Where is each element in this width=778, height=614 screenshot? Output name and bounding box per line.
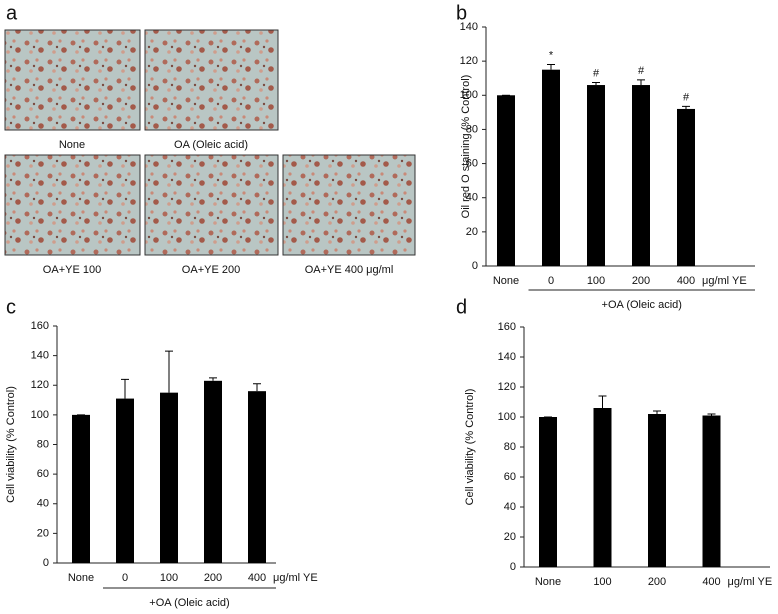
y-tick-label: 80 xyxy=(504,441,516,453)
bar xyxy=(648,414,666,567)
y-tick-label: 40 xyxy=(466,192,478,204)
error-bar xyxy=(598,395,607,408)
bar xyxy=(587,85,605,267)
y-tick-label: 40 xyxy=(37,498,49,510)
image-label: OA+YE 400 μg/ml xyxy=(305,264,394,276)
bar xyxy=(248,391,266,563)
micrograph xyxy=(144,154,279,256)
unit-label: μg/ml YE xyxy=(728,576,773,588)
panel-letter: d xyxy=(456,296,467,318)
y-tick-label: 120 xyxy=(31,379,49,391)
y-axis-title: Oil red O staining (% Control) xyxy=(460,75,472,219)
unit-label: μg/ml YE xyxy=(702,275,747,287)
y-tick-label: 100 xyxy=(498,411,516,423)
bar xyxy=(160,392,178,563)
y-tick-label: 120 xyxy=(498,381,516,393)
significance-marker: * xyxy=(549,49,554,61)
y-tick-label: 60 xyxy=(37,468,49,480)
y-tick-label: 140 xyxy=(31,350,49,362)
panel-letter: c xyxy=(6,296,16,318)
bar xyxy=(497,95,515,267)
x-tick-label: None xyxy=(493,275,519,287)
bar xyxy=(677,108,695,266)
error-bar xyxy=(165,350,173,393)
y-tick-label: 0 xyxy=(510,561,516,573)
significance-marker: # xyxy=(683,91,690,103)
bar xyxy=(539,417,557,567)
y-tick-label: 140 xyxy=(460,21,478,33)
bar xyxy=(116,398,134,563)
y-axis-title: Cell viability (% Control) xyxy=(5,386,17,503)
x-tick-label: 400 xyxy=(677,275,695,287)
error-bar xyxy=(707,413,716,416)
y-tick-label: 60 xyxy=(504,471,516,483)
significance-marker: # xyxy=(593,67,600,79)
error-bar xyxy=(682,105,690,109)
image-label: OA (Oleic acid) xyxy=(174,139,248,151)
y-tick-label: 80 xyxy=(466,123,478,135)
y-tick-label: 20 xyxy=(466,226,478,238)
panel-letter: a xyxy=(6,2,18,24)
x-tick-label: 200 xyxy=(648,576,666,588)
y-tick-label: 120 xyxy=(460,55,478,67)
image-label: None xyxy=(59,139,85,151)
x-tick-label: 100 xyxy=(593,576,611,588)
x-tick-label: 0 xyxy=(548,275,554,287)
y-tick-label: 20 xyxy=(504,531,516,543)
y-tick-label: 80 xyxy=(37,438,49,450)
error-bar xyxy=(637,79,645,86)
y-tick-label: 100 xyxy=(31,409,49,421)
micrograph xyxy=(282,154,416,256)
x-tick-label: 400 xyxy=(248,572,266,584)
x-tick-label: 200 xyxy=(632,275,650,287)
bar xyxy=(702,415,721,567)
y-tick-label: 40 xyxy=(504,501,516,513)
micrograph xyxy=(4,29,141,131)
group-label: +OA (Oleic acid) xyxy=(149,597,229,609)
y-tick-label: 20 xyxy=(37,527,49,539)
bar xyxy=(593,408,612,567)
x-tick-label: 400 xyxy=(702,576,720,588)
x-tick-label: 100 xyxy=(160,572,178,584)
bar xyxy=(632,85,650,267)
bar xyxy=(72,414,90,563)
image-label: OA+YE 200 xyxy=(182,264,240,276)
panel-letter: b xyxy=(456,2,467,24)
y-tick-label: 160 xyxy=(31,320,49,332)
y-tick-label: 0 xyxy=(472,260,478,272)
x-tick-label: 0 xyxy=(122,572,128,584)
x-tick-label: 200 xyxy=(204,572,222,584)
error-bar xyxy=(209,377,217,381)
y-tick-label: 160 xyxy=(498,321,516,333)
y-tick-label: 60 xyxy=(466,157,478,169)
error-bar xyxy=(253,383,261,392)
error-bar xyxy=(653,410,661,414)
y-axis-title: Cell viability (% Control) xyxy=(464,389,476,506)
image-label: OA+YE 100 xyxy=(43,264,101,276)
micrograph xyxy=(4,154,141,256)
error-bar xyxy=(547,64,555,70)
x-tick-label: None xyxy=(535,576,561,588)
y-tick-label: 140 xyxy=(498,351,516,363)
micrographs xyxy=(4,29,416,256)
significance-marker: # xyxy=(638,65,645,77)
y-tick-label: 100 xyxy=(460,89,478,101)
x-tick-label: None xyxy=(68,572,94,584)
y-tick-label: 0 xyxy=(43,557,49,569)
error-bar xyxy=(592,81,600,86)
group-label: +OA (Oleic acid) xyxy=(602,299,682,311)
bar xyxy=(542,69,560,266)
micrograph xyxy=(144,29,279,131)
x-tick-label: 100 xyxy=(587,275,605,287)
unit-label: μg/ml YE xyxy=(273,572,318,584)
bar xyxy=(204,380,222,563)
error-bar xyxy=(121,378,129,399)
